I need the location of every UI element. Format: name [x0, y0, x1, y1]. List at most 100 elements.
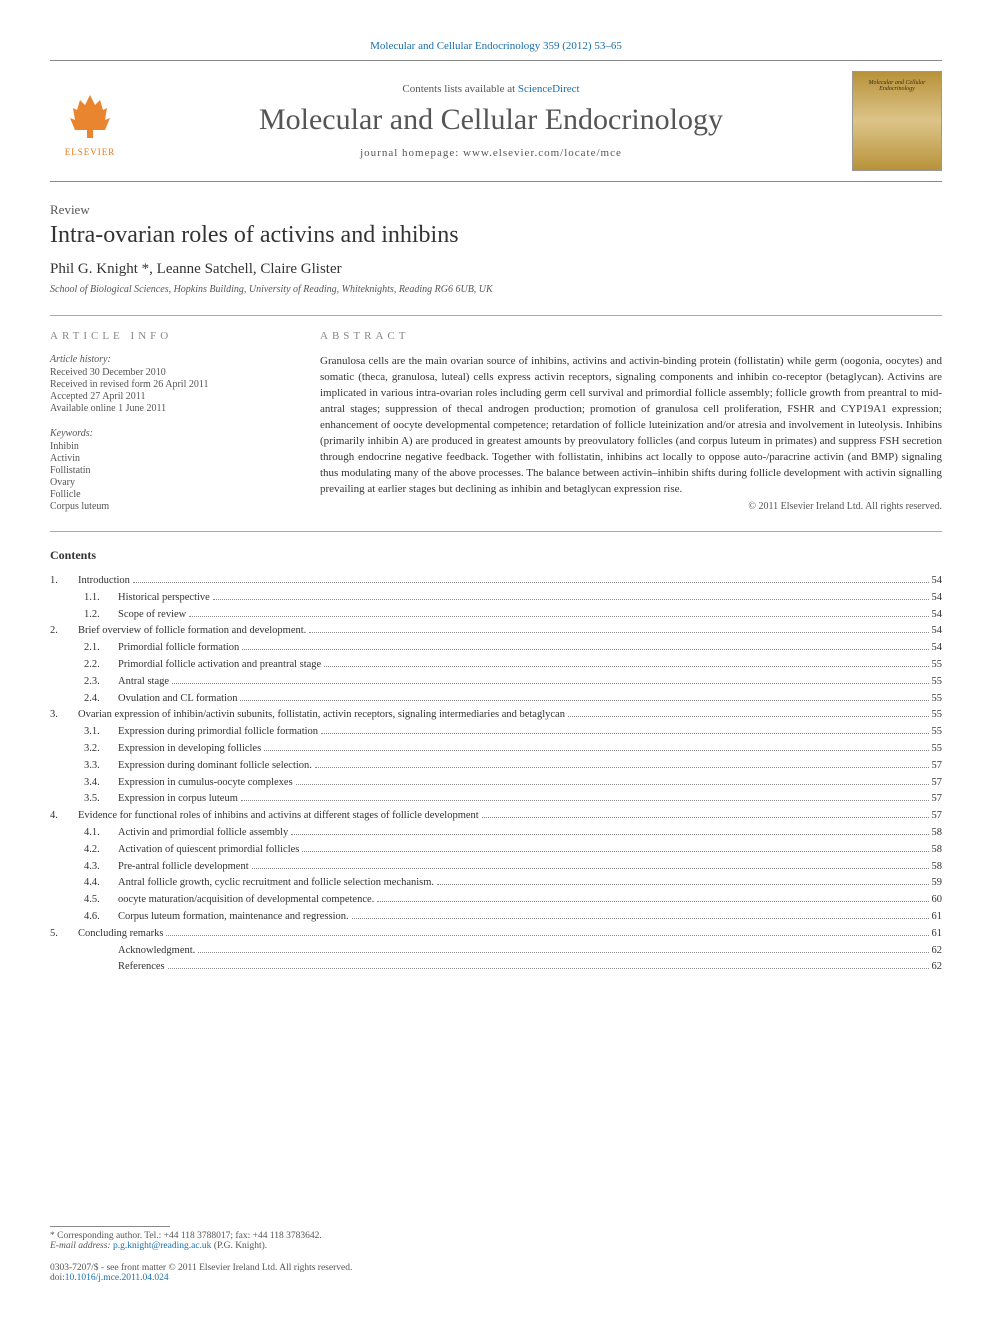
toc-subentry: 4.1.Activin and primordial follicle asse… [50, 825, 942, 842]
toc-title: Evidence for functional roles of inhibin… [78, 808, 479, 825]
toc-leader-dots [168, 968, 929, 969]
homepage-url: www.elsevier.com/locate/mce [463, 147, 622, 159]
toc-title: Pre-antral follicle development [118, 859, 249, 876]
history-item: Accepted 27 April 2011 [50, 391, 290, 402]
keyword: Follicle [50, 489, 290, 500]
toc-subentry: 3.3.Expression during dominant follicle … [50, 758, 942, 775]
corresponding-email-link[interactable]: p.g.knight@reading.ac.uk [113, 1241, 211, 1251]
homepage-prefix: journal homepage: [360, 147, 463, 159]
footer-divider [50, 1226, 170, 1227]
toc-page: 55 [932, 691, 943, 708]
toc-title: Ovarian expression of inhibin/activin su… [78, 707, 565, 724]
masthead: ELSEVIER Contents lists available at Sci… [50, 60, 942, 182]
toc-page: 54 [932, 640, 943, 657]
history-list: Received 30 December 2010Received in rev… [50, 367, 290, 414]
toc-subentry: 4.5.oocyte maturation/acquisition of dev… [50, 892, 942, 909]
toc-leader-dots [377, 901, 928, 902]
email-suffix: (P.G. Knight). [211, 1241, 267, 1251]
abstract-copyright: © 2011 Elsevier Ireland Ltd. All rights … [320, 501, 942, 512]
issn-line: 0303-7207/$ - see front matter © 2011 El… [50, 1263, 942, 1273]
author-list: Phil G. Knight *, Leanne Satchell, Clair… [50, 261, 942, 278]
keyword: Corpus luteum [50, 501, 290, 512]
article-info-column: article info Article history: Received 3… [50, 330, 290, 513]
toc-leader-dots [437, 884, 928, 885]
cover-title-text: Molecular and Cellular Endocrinology [853, 80, 941, 92]
toc-page: 54 [932, 590, 943, 607]
journal-homepage-line: journal homepage: www.elsevier.com/locat… [130, 147, 852, 159]
toc-number: 4.2. [84, 842, 118, 859]
toc-number: 4.6. [84, 909, 118, 926]
toc-leader-dots [296, 784, 929, 785]
toc-subentry: 2.1.Primordial follicle formation 54 [50, 640, 942, 657]
toc-subentry: 4.2.Activation of quiescent primordial f… [50, 842, 942, 859]
toc-title: Expression in cumulus-oocyte complexes [118, 775, 293, 792]
toc-subentry: 1.2.Scope of review 54 [50, 607, 942, 624]
toc-entry: 2.Brief overview of follicle formation a… [50, 623, 942, 640]
toc-number: 3.5. [84, 791, 118, 808]
article-info-heading: article info [50, 330, 290, 342]
toc-subentry: 4.6.Corpus luteum formation, maintenance… [50, 909, 942, 926]
toc-title: Scope of review [118, 607, 186, 624]
toc-page: 59 [932, 875, 943, 892]
toc-entry: 5.Concluding remarks 61 [50, 926, 942, 943]
toc-subentry: 1.1.Historical perspective 54 [50, 590, 942, 607]
abstract-heading: abstract [320, 330, 942, 342]
corresponding-author-note: * Corresponding author. Tel.: +44 118 37… [50, 1231, 942, 1241]
toc-leader-dots [321, 733, 928, 734]
toc-leader-dots [352, 918, 929, 919]
toc-subentry: 3.5.Expression in corpus luteum 57 [50, 791, 942, 808]
keyword: Ovary [50, 477, 290, 488]
toc-entry: 1.Introduction 54 [50, 573, 942, 590]
toc-number: 4.3. [84, 859, 118, 876]
toc-title: Ovulation and CL formation [118, 691, 237, 708]
toc-page: 58 [932, 842, 943, 859]
toc-number: 1. [50, 573, 78, 590]
toc-subentry: 4.4.Antral follicle growth, cyclic recru… [50, 875, 942, 892]
toc-number: 4.1. [84, 825, 118, 842]
toc-page: 54 [932, 607, 943, 624]
toc-title: Brief overview of follicle formation and… [78, 623, 306, 640]
toc-number: 2.4. [84, 691, 118, 708]
toc-title: Expression in corpus luteum [118, 791, 238, 808]
history-item: Available online 1 June 2011 [50, 403, 290, 414]
toc-leader-dots [291, 834, 928, 835]
toc-number: 1.2. [84, 607, 118, 624]
toc-page: 60 [932, 892, 943, 909]
toc-leader-dots [198, 952, 928, 953]
toc-title: Antral follicle growth, cyclic recruitme… [118, 875, 434, 892]
toc-title: Concluding remarks [78, 926, 163, 943]
table-of-contents: 1.Introduction 541.1.Historical perspect… [50, 573, 942, 976]
toc-leader-dots [172, 683, 928, 684]
divider [50, 315, 942, 316]
toc-title: Acknowledgment. [118, 943, 195, 960]
toc-subentry: References 62 [50, 959, 942, 976]
toc-entry: 4.Evidence for functional roles of inhib… [50, 808, 942, 825]
toc-leader-dots [213, 599, 929, 600]
toc-page: 55 [932, 657, 943, 674]
article-type: Review [50, 202, 942, 218]
toc-subentry: 2.4.Ovulation and CL formation 55 [50, 691, 942, 708]
keyword: Inhibin [50, 441, 290, 452]
sciencedirect-link[interactable]: ScienceDirect [518, 83, 580, 95]
toc-leader-dots [241, 800, 929, 801]
toc-title: Antral stage [118, 674, 169, 691]
toc-subentry: 4.3.Pre-antral follicle development 58 [50, 859, 942, 876]
history-item: Received in revised form 26 April 2011 [50, 379, 290, 390]
keywords-label: Keywords: [50, 428, 290, 439]
toc-title: References [118, 959, 165, 976]
email-label: E-mail address: [50, 1241, 113, 1251]
abstract-column: abstract Granulosa cells are the main ov… [320, 330, 942, 513]
toc-number: 3.3. [84, 758, 118, 775]
doi-link[interactable]: 10.1016/j.mce.2011.04.024 [65, 1273, 169, 1283]
publisher-name: ELSEVIER [65, 147, 116, 157]
doi-line: doi:10.1016/j.mce.2011.04.024 [50, 1273, 942, 1283]
keyword: Follistatin [50, 465, 290, 476]
toc-leader-dots [482, 817, 929, 818]
abstract-text: Granulosa cells are the main ovarian sou… [320, 354, 942, 497]
contents-prefix: Contents lists available at [402, 83, 517, 95]
article-title: Intra-ovarian roles of activins and inhi… [50, 222, 942, 249]
toc-subentry: 2.2.Primordial follicle activation and p… [50, 657, 942, 674]
journal-reference-link[interactable]: Molecular and Cellular Endocrinology 359… [50, 40, 942, 52]
toc-page: 58 [932, 859, 943, 876]
toc-number: 3.2. [84, 741, 118, 758]
